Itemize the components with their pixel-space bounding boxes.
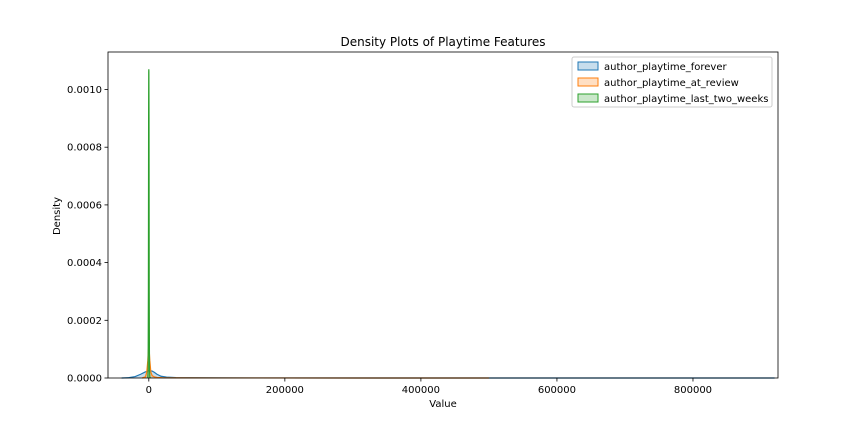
y-tick-label: 0.0010: [67, 85, 102, 96]
legend-swatch: [577, 93, 599, 103]
legend-label: author_playtime_forever: [604, 62, 727, 73]
plot-frame: [107, 51, 779, 379]
x-tick-label: 0: [146, 385, 152, 396]
legend-entry: author_playtime_last_two_weeks: [577, 93, 768, 105]
legend-label: author_playtime_at_review: [604, 78, 739, 89]
legend-swatch: [577, 61, 599, 71]
y-tick-label: 0.0006: [67, 200, 102, 211]
y-tick-label: 0.0000: [67, 374, 102, 385]
y-axis-label: Density: [52, 197, 63, 235]
x-tick-label: 800000: [674, 385, 712, 396]
density-line-author_playtime_forever: [121, 370, 775, 379]
density-area-author_playtime_forever: [121, 370, 775, 378]
density-area-author_playtime_at_review: [142, 346, 489, 378]
legend-entry: author_playtime_forever: [577, 61, 727, 73]
legend-frame: [571, 56, 773, 108]
chart-title: Density Plots of Playtime Features: [340, 35, 545, 49]
density-line-author_playtime_last_two_weeks: [147, 69, 151, 379]
legend-entry: author_playtime_at_review: [577, 77, 739, 89]
x-tick-label: 600000: [538, 385, 576, 396]
legend-swatch: [577, 77, 599, 87]
x-tick-label: 400000: [402, 385, 440, 396]
y-tick-label: 0.0008: [67, 143, 102, 154]
legend: author_playtime_forever author_playtime_…: [571, 56, 773, 108]
legend-label: author_playtime_last_two_weeks: [604, 94, 768, 105]
x-tick-label: 200000: [266, 385, 304, 396]
y-tick-label: 0.0002: [67, 316, 102, 327]
series-layer: [121, 69, 775, 379]
x-axis-label: Value: [429, 399, 456, 410]
y-axis: 0.0000 0.0002 0.0004 0.0006 0.0008 0.0010: [67, 85, 108, 385]
y-tick-label: 0.0004: [67, 258, 102, 269]
x-axis: 0 200000 400000 600000 800000: [146, 378, 712, 396]
density-line-author_playtime_at_review: [141, 346, 489, 379]
